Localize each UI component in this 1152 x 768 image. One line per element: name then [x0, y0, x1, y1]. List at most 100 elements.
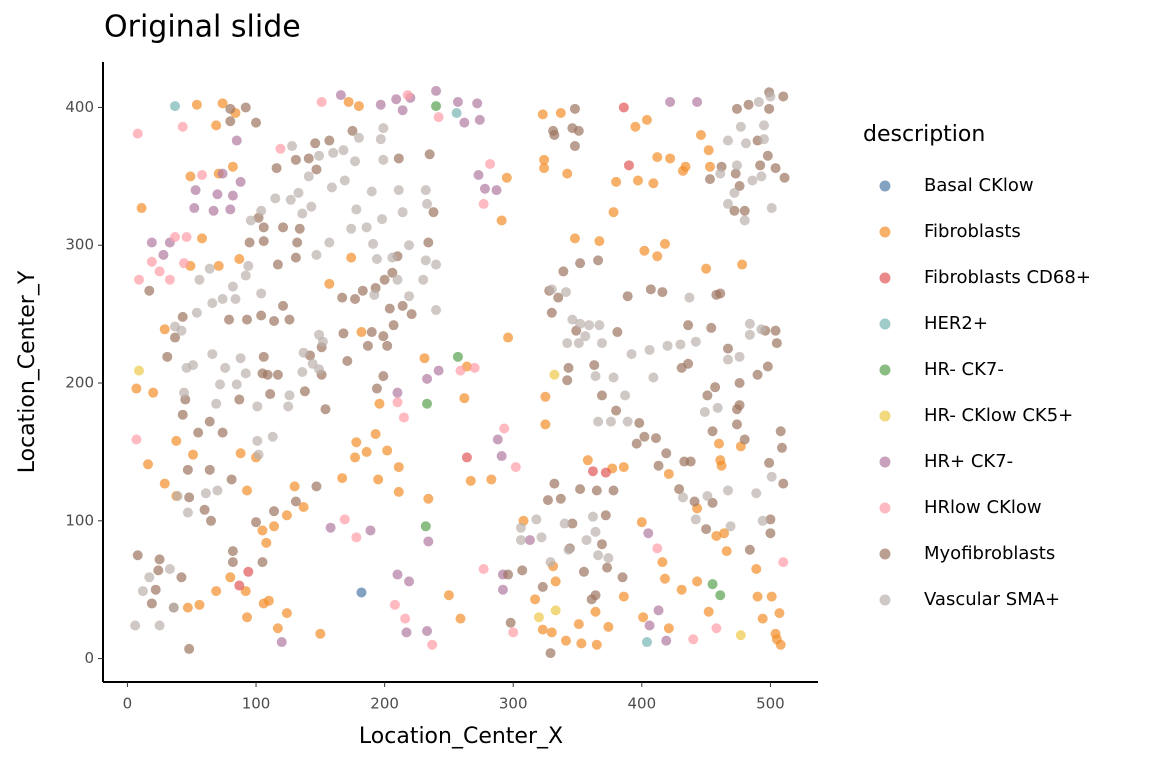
point — [618, 102, 629, 113]
point — [735, 630, 746, 641]
point — [404, 291, 415, 302]
point — [428, 207, 439, 218]
point — [324, 135, 335, 146]
point — [550, 576, 561, 587]
point — [422, 398, 433, 409]
point — [398, 412, 409, 423]
point — [623, 160, 634, 171]
point — [181, 231, 192, 242]
point — [704, 161, 715, 172]
point — [735, 121, 746, 132]
point — [496, 451, 507, 462]
point — [404, 240, 415, 251]
point — [314, 329, 325, 340]
point — [652, 543, 663, 554]
point — [242, 314, 253, 325]
point — [515, 535, 526, 546]
point — [758, 134, 769, 145]
point — [284, 314, 295, 325]
point — [689, 496, 700, 507]
point — [227, 161, 238, 172]
point — [567, 518, 578, 529]
point — [764, 457, 775, 468]
point — [243, 260, 254, 271]
point — [492, 434, 503, 445]
point — [744, 329, 755, 340]
point — [392, 569, 403, 580]
point — [677, 492, 688, 503]
legend-label: HER2+ — [924, 313, 988, 334]
legend-marker — [879, 226, 891, 238]
point — [353, 132, 364, 143]
y-tick-label: 300 — [65, 236, 94, 254]
point — [188, 360, 199, 371]
point — [356, 587, 367, 598]
point — [176, 325, 187, 336]
x-tick-label: 400 — [628, 695, 657, 713]
point — [729, 187, 740, 198]
point — [256, 205, 267, 216]
point — [190, 185, 201, 196]
point — [775, 426, 786, 437]
point — [215, 379, 226, 390]
point — [378, 371, 389, 382]
point — [626, 349, 637, 360]
point — [751, 564, 762, 575]
point — [182, 602, 193, 613]
point — [560, 635, 571, 646]
point — [172, 491, 183, 501]
point — [251, 517, 262, 528]
point — [245, 215, 256, 226]
point — [452, 96, 463, 107]
point — [177, 311, 188, 322]
point — [337, 292, 348, 303]
point — [244, 237, 255, 248]
point — [211, 586, 222, 597]
point — [706, 322, 717, 333]
point — [676, 362, 687, 373]
point — [311, 481, 322, 492]
legend-marker — [879, 318, 891, 330]
point — [702, 491, 713, 501]
point — [638, 612, 649, 623]
x-tick-label: 300 — [499, 695, 528, 713]
point — [537, 624, 548, 635]
point — [170, 332, 181, 343]
point — [392, 274, 403, 285]
point — [144, 285, 155, 296]
point — [420, 185, 431, 196]
point — [739, 215, 750, 226]
point — [661, 448, 672, 459]
point — [265, 389, 276, 400]
point — [256, 288, 267, 299]
point — [575, 484, 586, 495]
point — [272, 369, 283, 380]
point — [420, 255, 431, 266]
point — [622, 416, 633, 427]
legend-label: HR- CKlow CK5+ — [924, 405, 1073, 426]
point — [501, 172, 512, 183]
point — [662, 340, 673, 351]
point — [217, 168, 228, 179]
point — [674, 484, 685, 495]
point — [242, 485, 253, 496]
point — [778, 91, 789, 102]
point — [731, 160, 742, 171]
point — [779, 172, 790, 183]
point — [703, 606, 714, 617]
point — [771, 338, 782, 349]
legend-label: Basal CKlow — [924, 175, 1034, 196]
point — [276, 637, 287, 648]
point — [593, 416, 604, 427]
point — [569, 141, 580, 152]
legend-marker — [879, 502, 891, 514]
point — [351, 532, 362, 543]
point — [533, 612, 544, 623]
point — [712, 402, 723, 413]
point — [350, 452, 361, 463]
point — [207, 298, 218, 309]
point — [328, 147, 339, 158]
point — [392, 387, 403, 398]
point — [204, 416, 215, 427]
point — [634, 417, 645, 428]
